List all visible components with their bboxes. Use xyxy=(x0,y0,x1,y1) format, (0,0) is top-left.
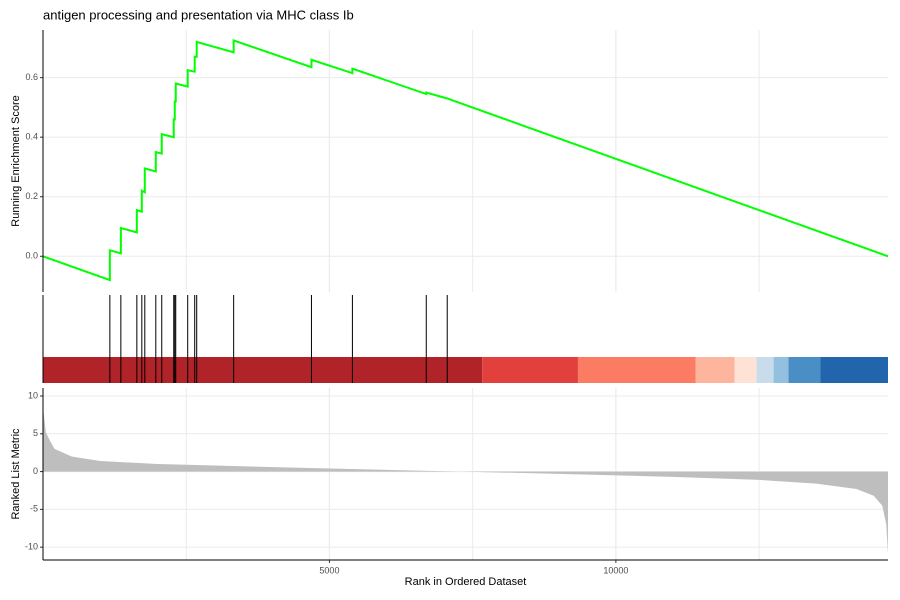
y-tick-label: 0.4 xyxy=(25,132,38,142)
color-band xyxy=(577,357,696,383)
y-tick-label: 0.2 xyxy=(25,191,38,201)
x-tick-label: 10000 xyxy=(603,565,628,575)
y-axis-title: Running Enrichment Score xyxy=(10,95,22,226)
y-tick-label: 10 xyxy=(28,390,38,400)
color-band xyxy=(43,357,483,383)
y-tick-label: 0.0 xyxy=(25,251,38,261)
color-band xyxy=(482,357,578,383)
color-band xyxy=(788,357,821,383)
color-band xyxy=(734,357,757,383)
color-band xyxy=(695,357,735,383)
chart-title: antigen processing and presentation via … xyxy=(43,7,354,22)
y-tick-label: 5 xyxy=(33,428,38,438)
y-axis-title: Ranked List Metric xyxy=(10,428,22,520)
x-tick-label: 5000 xyxy=(319,565,339,575)
y-tick-label: 0.6 xyxy=(25,72,38,82)
color-band xyxy=(756,357,774,383)
x-axis-title: Rank in Ordered Dataset xyxy=(405,576,527,588)
color-band xyxy=(820,357,888,383)
y-tick-label: -10 xyxy=(25,542,38,552)
y-tick-label: -5 xyxy=(30,504,38,514)
y-tick-label: 0 xyxy=(33,466,38,476)
score-line xyxy=(42,39,889,282)
metric-area xyxy=(43,407,888,554)
color-band xyxy=(773,357,789,383)
